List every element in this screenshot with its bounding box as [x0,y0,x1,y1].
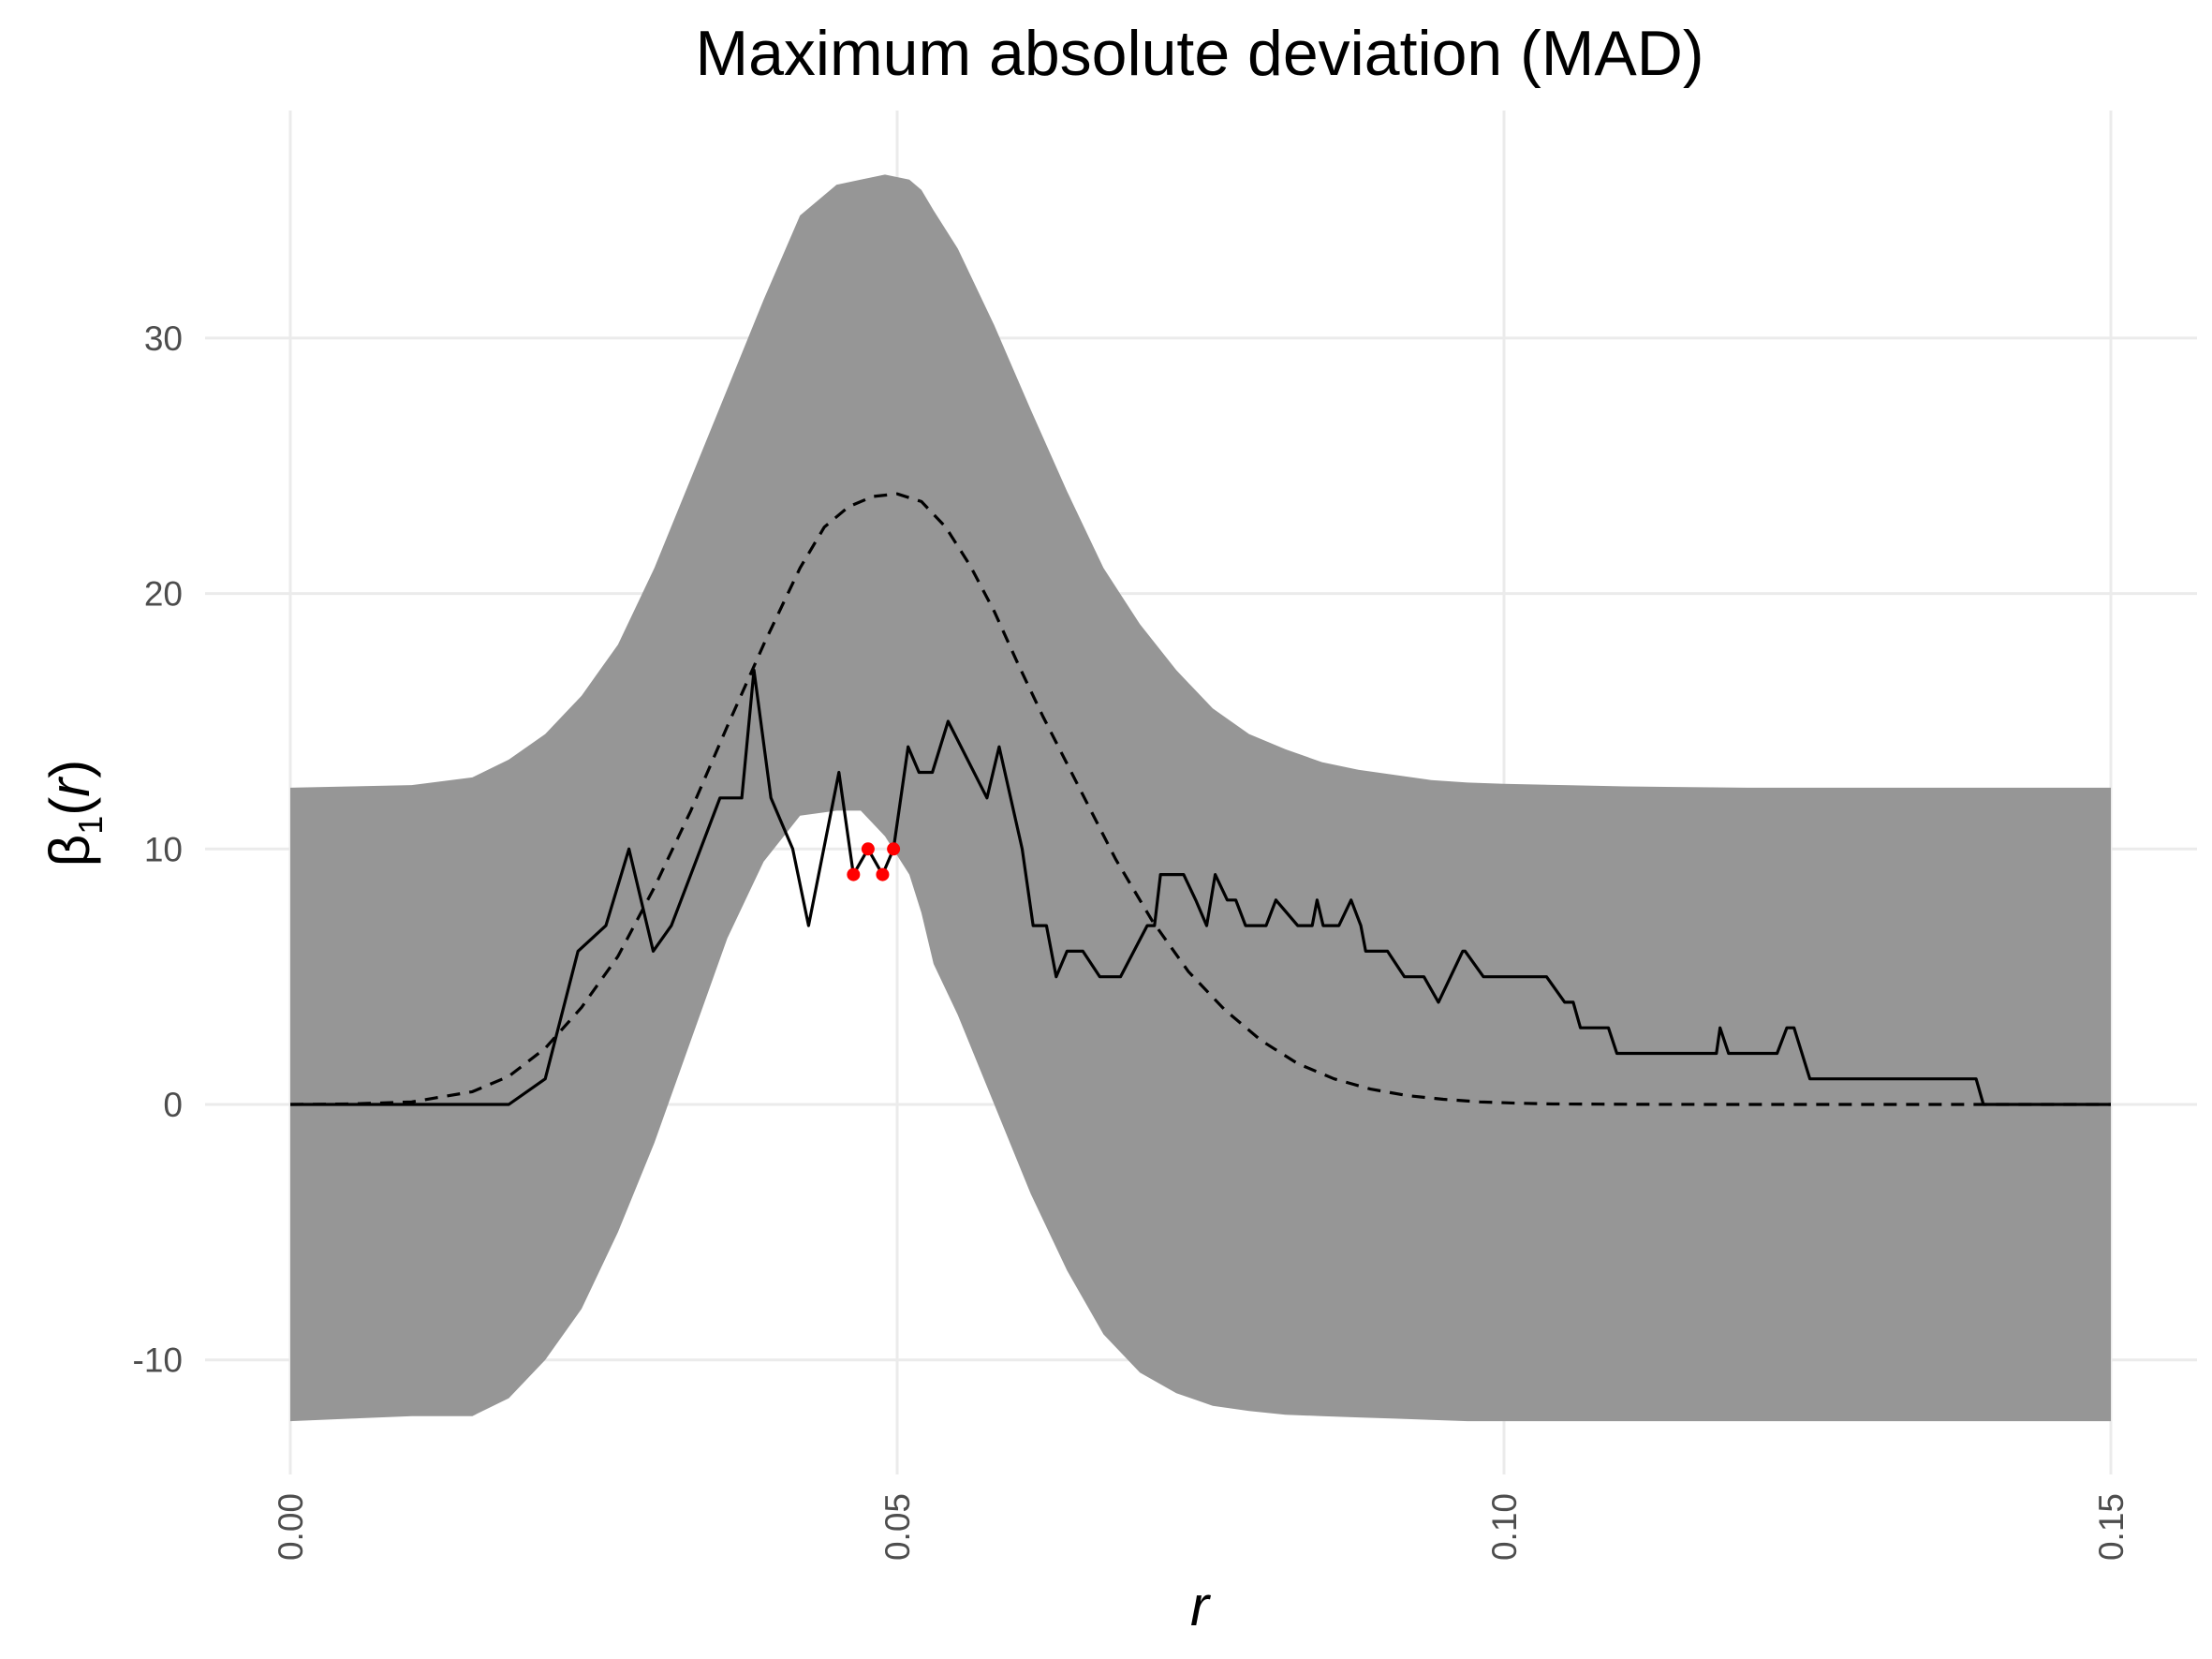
y-tick-label-0: -10 [133,1341,183,1380]
expected-line [289,492,2111,1106]
observed-line [290,668,2111,1106]
envelope-band [290,174,2111,1422]
y-tick-label-1: 0 [163,1086,183,1124]
y-label-symbol: β [38,835,101,867]
chart-title: Maximum absolute deviation (MAD) [695,18,1703,89]
x-tick-label-2: 0.10 [1485,1493,1524,1561]
y-label-argument: r [38,777,101,797]
x-axis-label: r [1190,1575,1211,1637]
y-tick-label-4: 30 [144,319,183,358]
x-tick-label-3: 0.15 [2092,1493,2131,1561]
y-axis-label: β1(r) [38,760,110,867]
y-label-close-paren: ) [38,760,101,778]
y-label-subscript: 1 [71,816,110,835]
highlighted-point-0 [847,867,861,881]
y-label-open-paren: ( [38,797,101,816]
highlighted-points-layer [847,842,901,881]
highlighted-point-2 [876,867,890,881]
envelope-band-layer [290,174,2111,1422]
x-tick-label-0: 0.00 [272,1493,310,1561]
series-layer [289,492,2111,1106]
y-tick-label-3: 20 [144,575,183,614]
y-axis-label-text: β1(r) [38,760,110,867]
highlighted-point-1 [861,842,875,856]
x-tick-label-1: 0.05 [878,1493,917,1561]
highlighted-point-3 [887,842,901,856]
x-tick-labels: 0.00 0.05 0.10 0.15 [272,1493,2131,1561]
y-tick-labels: -10 0 10 20 30 [133,319,183,1380]
y-tick-label-2: 10 [144,830,183,868]
